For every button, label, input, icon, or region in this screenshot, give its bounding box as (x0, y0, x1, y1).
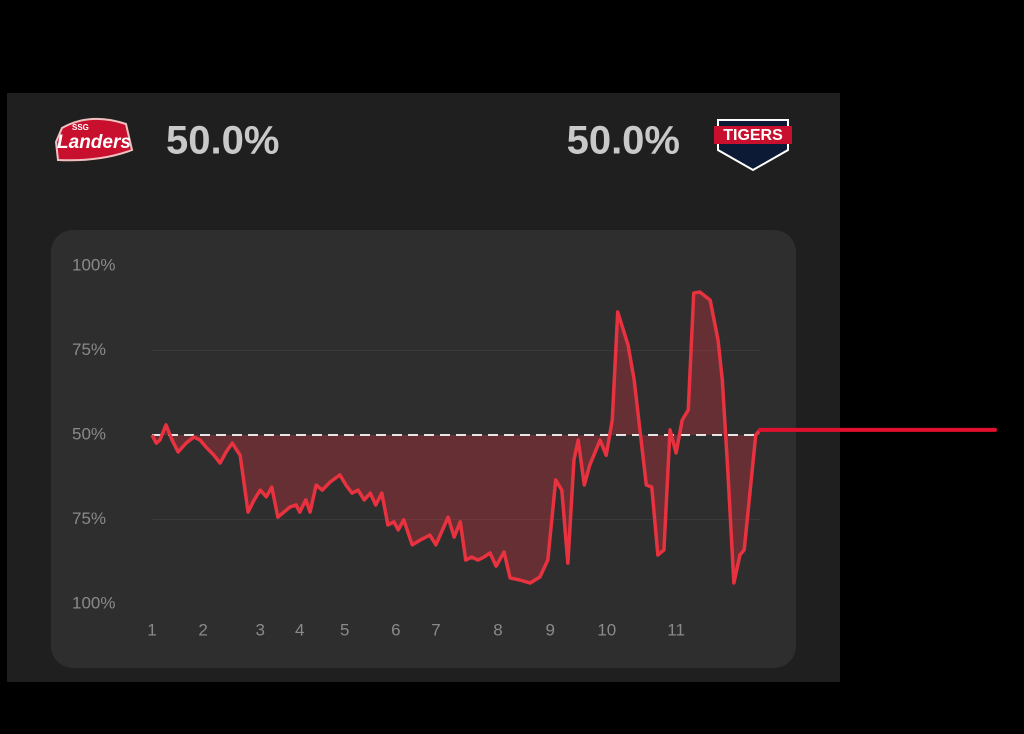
x-tick-label: 5 (340, 620, 349, 639)
x-tick-label: 8 (493, 620, 502, 639)
x-tick-label: 2 (198, 620, 207, 639)
left-percent: 50.0% (166, 119, 279, 163)
right-percent: 50.0% (567, 119, 680, 163)
logo-small-text: SSG (72, 123, 89, 132)
x-tick-label: 4 (295, 620, 304, 639)
win-probability-line (150, 290, 762, 585)
chart: 100% 75% 50% 75% 100% 1 2 3 4 5 6 7 8 9 10 11 (72, 255, 997, 639)
logo-text: Landers (57, 132, 131, 153)
chart-card (51, 230, 796, 668)
x-tick-label: 1 (147, 620, 156, 639)
y-tick-label: 75% (72, 340, 106, 359)
x-tick-label: 11 (667, 620, 685, 639)
x-tick-label: 10 (597, 620, 616, 639)
y-tick-label: 75% (72, 509, 106, 528)
logo-shape (54, 117, 134, 162)
y-tick-label: 100% (72, 593, 115, 612)
x-tick-label: 6 (391, 620, 400, 639)
x-tick-label: 3 (255, 620, 264, 639)
logo-band (714, 126, 792, 144)
x-tick-label: 9 (546, 620, 555, 639)
x-tick-label: 7 (431, 620, 440, 639)
y-tick-label: 50% (72, 424, 106, 443)
y-tick-label: 100% (72, 255, 115, 274)
landers-logo: SSG Landers (54, 117, 134, 162)
logo-text: TIGERS (723, 127, 783, 144)
area-fill (152, 292, 760, 584)
tigers-logo: TIGERS (714, 119, 792, 172)
